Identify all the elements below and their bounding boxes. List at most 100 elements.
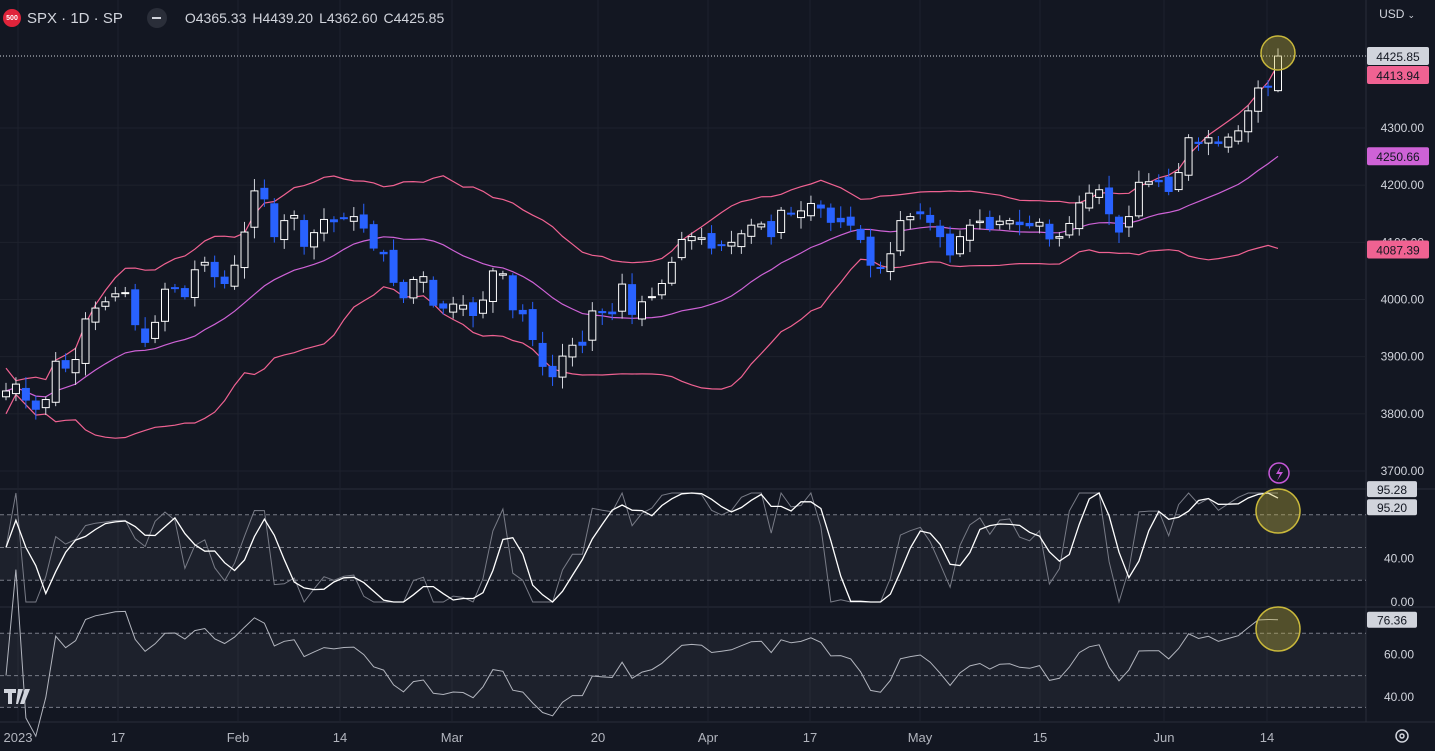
candle bbox=[1035, 218, 1044, 234]
rsi-tag-label: 76.36 bbox=[1377, 614, 1407, 628]
collapse-legend-button[interactable] bbox=[146, 8, 167, 28]
candle-body bbox=[260, 187, 269, 200]
candle bbox=[737, 229, 746, 254]
candle bbox=[926, 207, 935, 231]
candle-body bbox=[1154, 179, 1163, 183]
candle bbox=[677, 231, 686, 261]
stoch-tag-bg bbox=[1367, 481, 1417, 498]
candle bbox=[588, 302, 597, 352]
candle-body bbox=[409, 278, 418, 299]
candle-body bbox=[429, 279, 438, 306]
stoch-tag-label: 95.28 bbox=[1377, 483, 1407, 497]
x-axis-label: 20 bbox=[591, 730, 605, 745]
candle bbox=[1025, 215, 1034, 229]
candle bbox=[777, 206, 786, 239]
candle bbox=[339, 212, 348, 221]
candle bbox=[697, 227, 706, 245]
candle bbox=[975, 209, 984, 230]
candle-body bbox=[1144, 181, 1153, 185]
stoch-axis-label: 0.00 bbox=[1391, 595, 1415, 609]
candle-body bbox=[329, 219, 338, 223]
candle bbox=[409, 276, 418, 304]
gear-icon[interactable] bbox=[1393, 727, 1411, 745]
price-axis-label: 3900.00 bbox=[1381, 350, 1425, 364]
candle-body bbox=[876, 267, 885, 270]
candle-body bbox=[1194, 141, 1203, 144]
candle-body bbox=[846, 216, 855, 226]
candle-body bbox=[717, 244, 726, 247]
candle bbox=[170, 283, 179, 293]
candle bbox=[1005, 217, 1014, 230]
candle-body bbox=[51, 360, 60, 403]
candle bbox=[180, 285, 189, 300]
candle bbox=[836, 206, 845, 228]
candle-body bbox=[1214, 141, 1223, 144]
price-tag: 4413.94 bbox=[1367, 66, 1429, 85]
candle-body bbox=[210, 261, 219, 278]
candle bbox=[61, 353, 70, 373]
candle bbox=[141, 317, 150, 348]
candle-body bbox=[320, 218, 328, 234]
candle-body bbox=[806, 202, 815, 217]
candle-body bbox=[588, 310, 597, 341]
candle bbox=[11, 377, 20, 402]
price-tag: 4425.85 bbox=[1367, 47, 1429, 66]
candle bbox=[2, 382, 10, 401]
rsi-value-tag: 76.36 bbox=[1367, 611, 1417, 628]
candle-body bbox=[280, 220, 289, 241]
candle-body bbox=[290, 214, 299, 219]
candle-body bbox=[886, 253, 895, 273]
symbol-logo[interactable]: 500 bbox=[3, 9, 21, 27]
candle bbox=[41, 396, 50, 416]
candle-body bbox=[170, 287, 179, 290]
symbol-title[interactable]: SPX · 1D · SP bbox=[27, 9, 123, 27]
candle-body bbox=[965, 224, 974, 241]
candle-body bbox=[598, 311, 607, 314]
candle-body bbox=[926, 214, 935, 223]
candle-body bbox=[975, 220, 984, 224]
candle-body bbox=[1025, 222, 1034, 227]
candle-body bbox=[578, 341, 587, 346]
candle-body bbox=[1065, 222, 1074, 236]
candle-body bbox=[667, 261, 676, 284]
candle bbox=[469, 296, 478, 328]
candle-body bbox=[2, 390, 10, 398]
candle bbox=[906, 212, 915, 230]
candle-body bbox=[767, 221, 776, 238]
candle bbox=[71, 347, 80, 385]
candle-body bbox=[618, 283, 627, 312]
candle-body bbox=[230, 264, 239, 287]
currency-selector[interactable]: USD ⌄ bbox=[1379, 7, 1415, 21]
stoch-tag-label: 95.20 bbox=[1377, 501, 1407, 515]
ohlc-high: H4439.20 bbox=[252, 10, 314, 26]
candle bbox=[479, 291, 487, 319]
candle-body bbox=[111, 293, 120, 298]
candle bbox=[707, 225, 716, 255]
candle bbox=[757, 221, 766, 230]
candle bbox=[657, 279, 666, 300]
candle bbox=[459, 295, 468, 317]
candle bbox=[1154, 174, 1163, 188]
lightning-icon bbox=[1268, 462, 1290, 484]
candle bbox=[608, 303, 617, 321]
bb-lower-line bbox=[5, 244, 1279, 439]
candle bbox=[359, 203, 368, 233]
candle bbox=[429, 276, 438, 308]
candle-body bbox=[200, 261, 209, 266]
candle-body bbox=[508, 275, 517, 311]
candle-body bbox=[1095, 189, 1104, 198]
x-axis-label: 14 bbox=[333, 730, 347, 745]
candle bbox=[1214, 136, 1223, 147]
tradingview-logo[interactable] bbox=[3, 687, 39, 705]
x-axis-label: Mar bbox=[441, 730, 464, 745]
candle bbox=[379, 249, 388, 262]
price-tag: 4087.39 bbox=[1367, 240, 1429, 259]
stoch-raw-line bbox=[5, 491, 1278, 604]
candle bbox=[1224, 133, 1233, 153]
candle bbox=[618, 273, 627, 319]
candle bbox=[826, 203, 835, 232]
lightning-icon bbox=[1276, 466, 1283, 481]
candle-body bbox=[657, 282, 666, 296]
